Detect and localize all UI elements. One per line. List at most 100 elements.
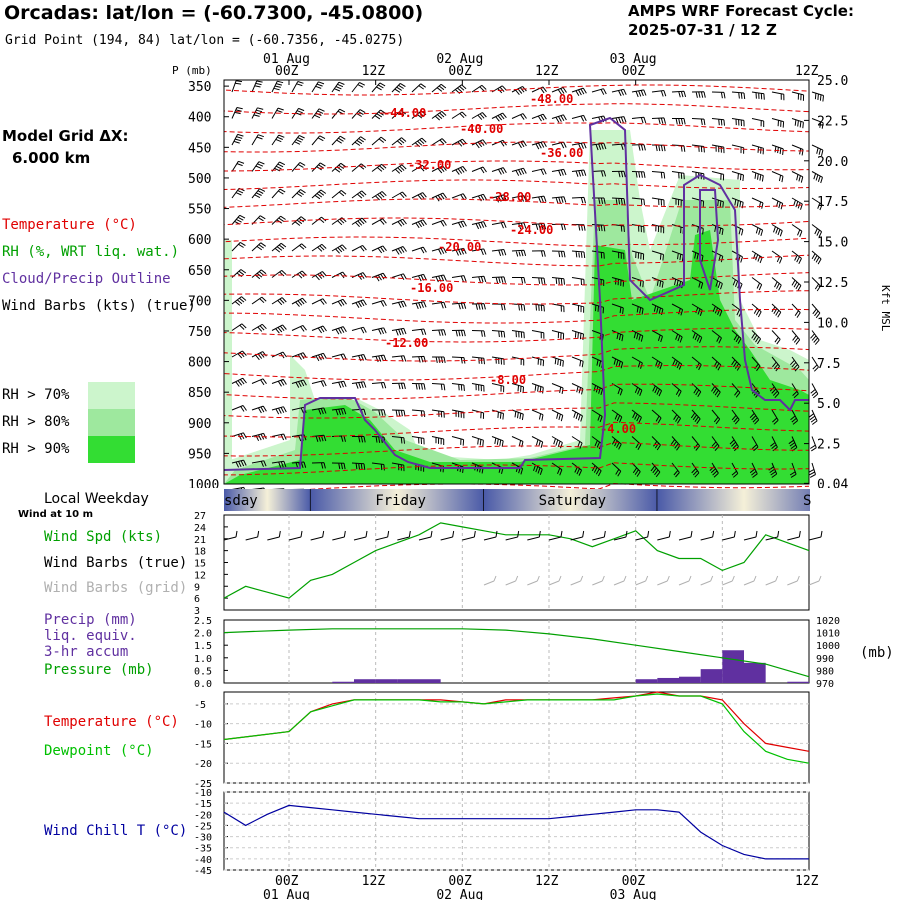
wind-barb: [511, 383, 524, 393]
precip-bar: [419, 679, 441, 683]
wind-barb: [651, 409, 662, 424]
wind-barb: [391, 382, 406, 390]
wind-barb: [651, 90, 667, 97]
wind-barb: [391, 82, 406, 93]
wind-barb: [691, 462, 700, 478]
wind-speed-tick-label: 6: [194, 594, 200, 605]
grid-wind-barb: [743, 575, 757, 586]
wind-barb: [749, 462, 758, 478]
wind-barb: [311, 298, 327, 305]
wind-barb: [591, 462, 602, 477]
wind-barb: [571, 409, 583, 422]
grid-wind-barb: [678, 575, 692, 586]
wind-barb: [791, 171, 804, 183]
wind-barb: [651, 144, 666, 152]
rh70-swatch: [88, 382, 135, 409]
surface-wind-barb: [267, 530, 281, 541]
height-tick-label: 12.5: [817, 276, 848, 291]
weekday-mask-left: [164, 488, 224, 512]
station-title: Orcadas: lat/lon = (-60.7300, -45.0800): [4, 2, 424, 24]
grid-wind-barb: [808, 575, 822, 586]
wind-barb: [751, 250, 763, 264]
surface-wind-barb: [722, 530, 736, 541]
weekday-label: Friday: [375, 493, 426, 509]
wind-barb: [672, 118, 686, 125]
wind-barb: [471, 139, 487, 149]
wind-barb: [751, 277, 763, 291]
wind-barb: [231, 377, 247, 387]
weekday-band: [310, 489, 484, 511]
temperature-contour-line: [223, 217, 810, 229]
wind-barb: [511, 140, 527, 149]
temperature-contour-label: -44.00: [383, 106, 426, 120]
wind-barb: [491, 356, 505, 365]
wind-barb: [291, 161, 306, 172]
wind-barb: [651, 250, 664, 261]
wind-barb: [771, 330, 781, 345]
pressure-tick-label: 450: [188, 141, 211, 156]
wind-barb: [751, 144, 764, 155]
pressure-right-tick-label: 970: [816, 679, 834, 690]
wind-barb: [711, 383, 721, 398]
weekday-band: [484, 489, 658, 511]
cloud-outline-group: [223, 116, 809, 471]
wind-barb: [671, 250, 684, 262]
wind-barb: [271, 406, 287, 415]
wind-barb: [431, 110, 447, 121]
wind-barb: [751, 171, 764, 182]
windchill-line: [223, 804, 809, 860]
wind-barb: [790, 409, 799, 425]
pressure-tick-label: 500: [188, 172, 211, 187]
grid-wind-barb: [505, 575, 519, 586]
surface-wind-barb: [353, 530, 368, 541]
wind-barb: [251, 134, 264, 146]
top-time-label: 12Z: [362, 64, 386, 79]
bottom-date-label: 02 Aug: [436, 888, 483, 900]
wind-barb: [731, 91, 746, 100]
wind-barb: [671, 90, 687, 98]
wind-barb: [751, 91, 765, 100]
surface-wind-barb: [440, 530, 455, 541]
pressure-tick-label: 400: [188, 111, 211, 126]
wind-barb: [471, 356, 485, 365]
wind-barb: [231, 187, 245, 199]
wind-barbs-grid-label: Wind Barbs (grid): [44, 580, 188, 596]
wind-barb: [311, 462, 326, 469]
wind-barb: [731, 118, 745, 127]
wind-barb: [371, 327, 387, 335]
wind-barb: [231, 405, 247, 412]
wind-barb: [291, 461, 307, 469]
surface-wind-barb: [700, 530, 715, 541]
surface-wind-barb: [332, 530, 346, 541]
wind-barb: [651, 303, 664, 316]
wind-barb: [651, 356, 663, 370]
wind-barb: [790, 356, 800, 372]
wind-barb: [451, 383, 465, 391]
wind-barb: [411, 328, 427, 336]
wind-barb: [512, 277, 526, 284]
precip-label: Precip (mm): [44, 612, 137, 628]
wind-barb: [351, 136, 366, 146]
surface-wind-barb: [462, 530, 476, 541]
bottom-date-label: 01 Aug: [263, 888, 310, 900]
grid-wind-barb: [483, 575, 497, 586]
bottom-time-label: 12Z: [362, 874, 386, 889]
wind-barb: [808, 409, 818, 425]
wind-barb: [571, 224, 586, 231]
wind-barb: [531, 250, 546, 257]
wind-barb: [271, 80, 284, 93]
wind-barb: [411, 219, 427, 229]
wind-barb: [551, 250, 566, 258]
wind-10m-label: Wind at 10 m: [18, 509, 94, 520]
wind-barbs-legend: Wind Barbs (kts) (true): [2, 298, 196, 314]
wind-barb: [691, 118, 706, 126]
windchill-tick-label: -15: [194, 799, 212, 810]
wind-barb: [691, 303, 703, 316]
wind-barb: [751, 330, 762, 345]
wind-barb: [511, 113, 527, 120]
model-grid-label: Model Grid ΔX:: [2, 127, 129, 145]
wind-barb: [471, 330, 486, 337]
temperature-contour-line: [223, 482, 810, 495]
surface-wind-barb: [808, 530, 823, 541]
wind-barb: [451, 247, 467, 256]
